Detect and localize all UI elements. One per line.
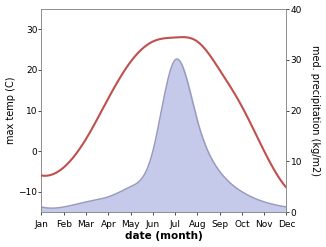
Y-axis label: med. precipitation (kg/m2): med. precipitation (kg/m2) bbox=[310, 45, 320, 176]
Y-axis label: max temp (C): max temp (C) bbox=[6, 77, 16, 144]
X-axis label: date (month): date (month) bbox=[125, 231, 203, 242]
